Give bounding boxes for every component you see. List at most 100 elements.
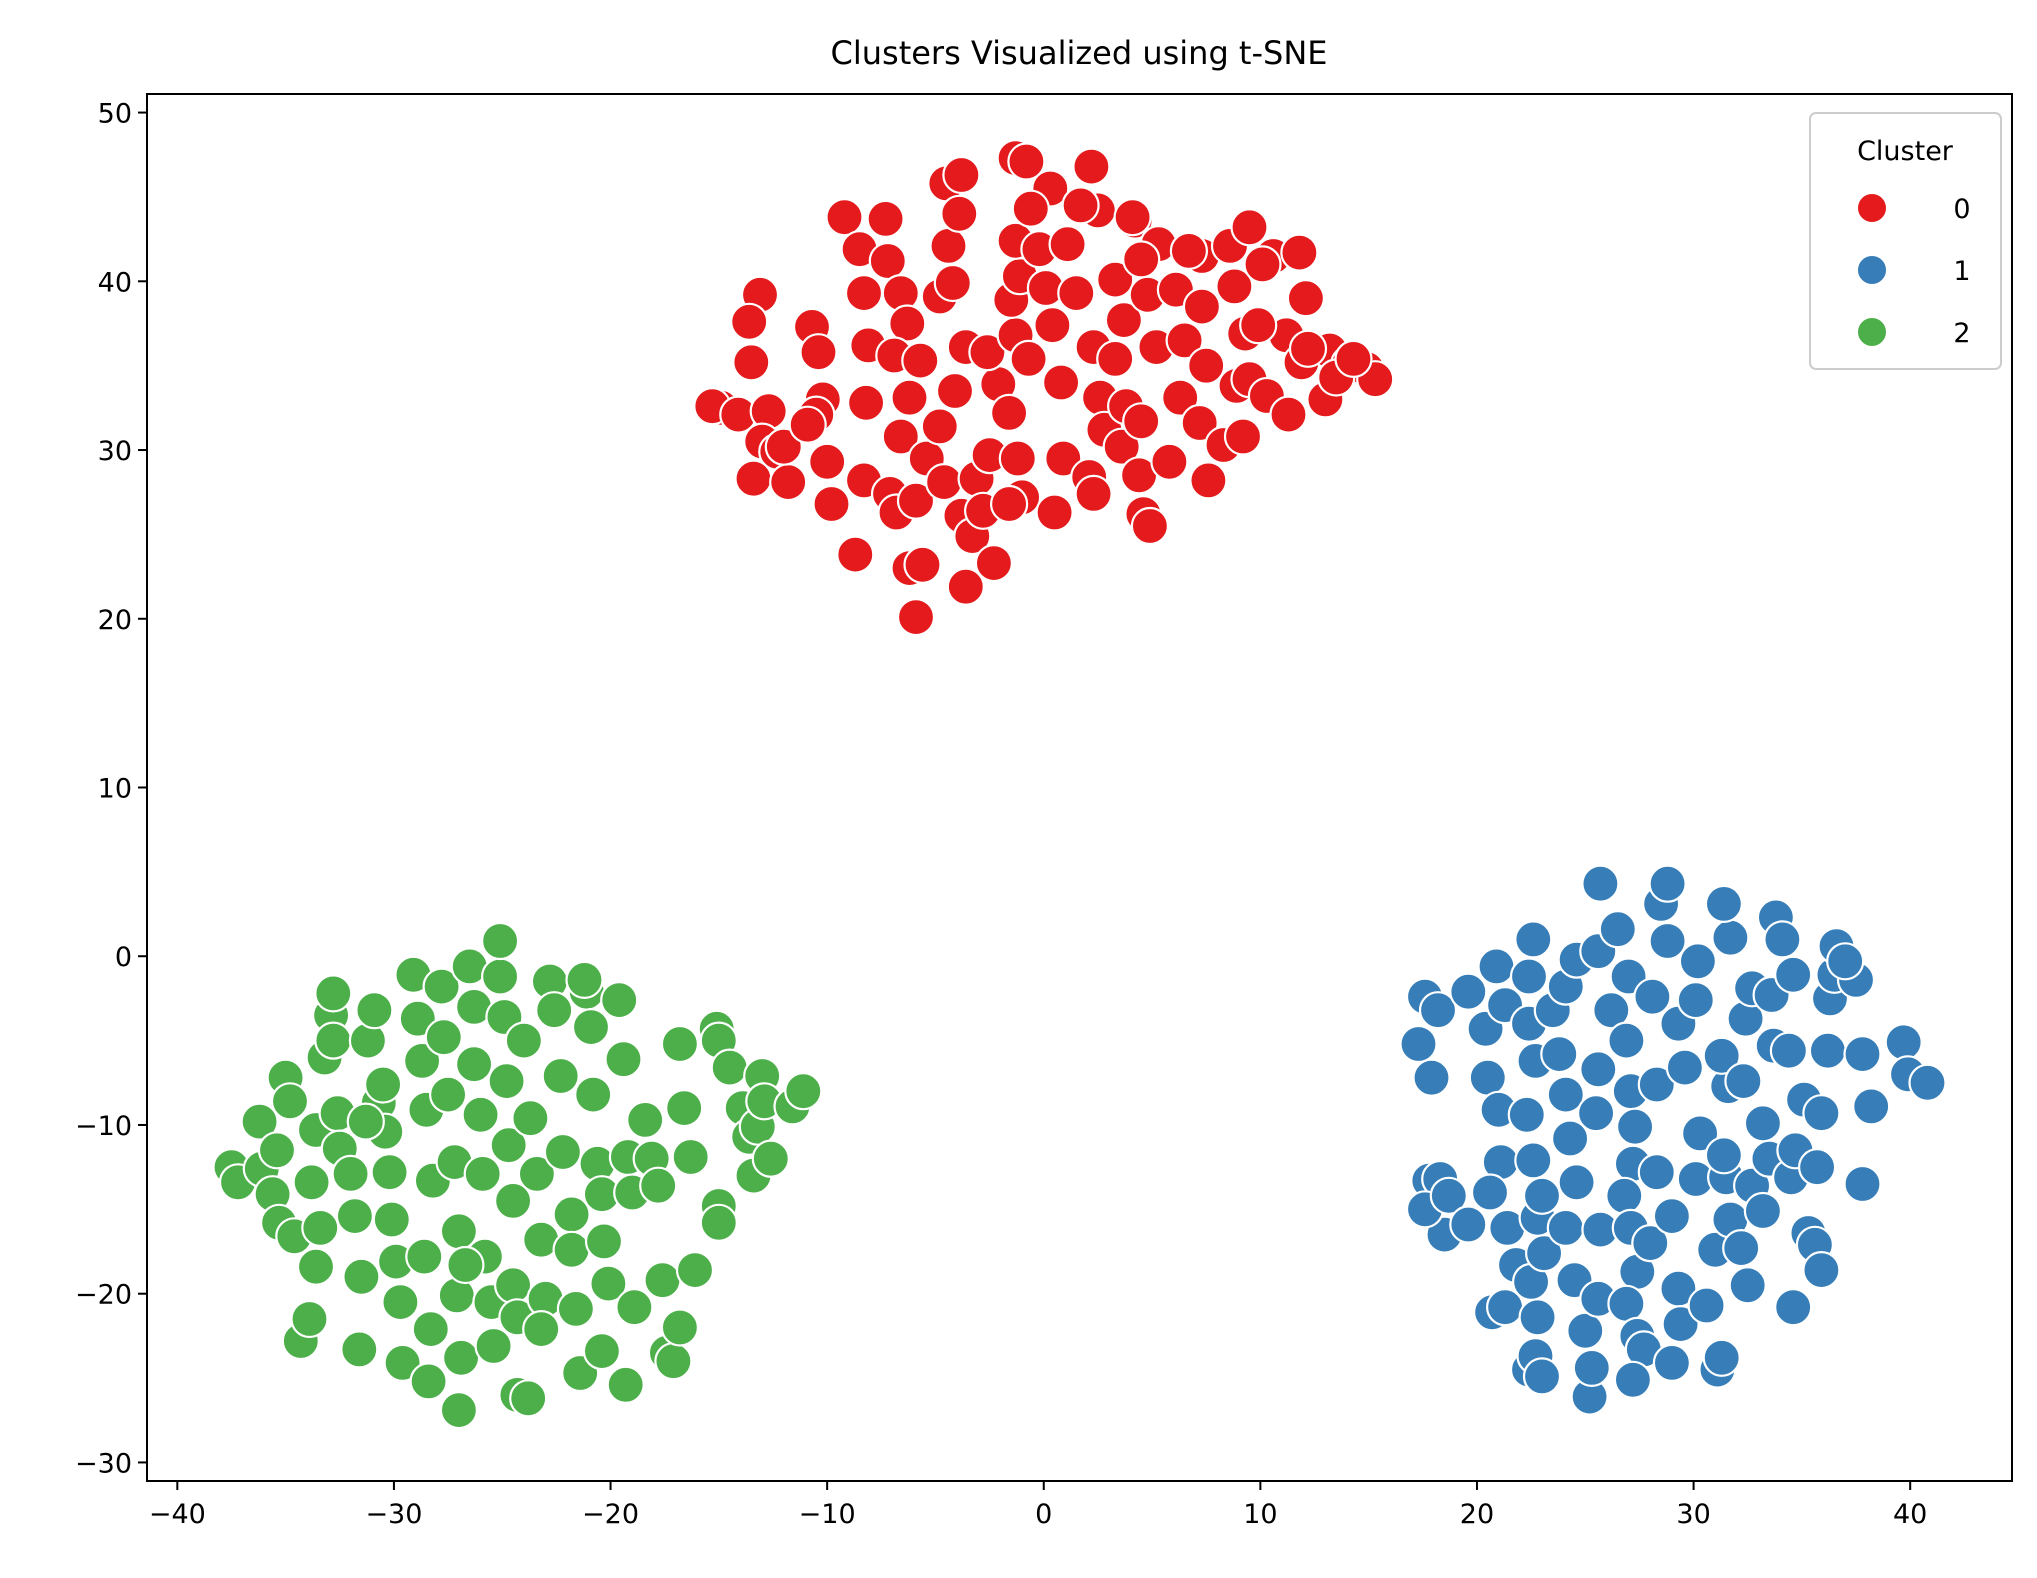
cluster-2-point (292, 1163, 331, 1202)
cluster-2-point (535, 991, 574, 1030)
cluster-0-point (1169, 231, 1209, 270)
cluster-2-point (517, 1154, 557, 1194)
cluster-0-point (825, 198, 864, 237)
cluster-0-point (1189, 461, 1228, 500)
cluster-1-point (1509, 957, 1549, 996)
cluster-1-point (1514, 1141, 1553, 1180)
cluster-1-point (1743, 1191, 1783, 1231)
cluster-1-point (1576, 1094, 1616, 1133)
cluster-1-point (1802, 1094, 1841, 1133)
cluster-1-point (1598, 910, 1637, 949)
cluster-1-point (1477, 947, 1516, 986)
cluster-1-point (1522, 1176, 1562, 1215)
cluster-0-point (881, 417, 920, 456)
cluster-2-point (671, 1137, 710, 1177)
legend-box (1809, 112, 2002, 370)
cluster-0-point (846, 383, 886, 422)
cluster-2-point (331, 1154, 370, 1194)
cluster-1-point (1412, 1058, 1451, 1097)
cluster-0-point (896, 597, 936, 637)
cluster-1-point (1704, 884, 1744, 924)
x-tick-label: 30 (1676, 1499, 1710, 1530)
points-layer (212, 139, 1947, 1430)
cluster-1-point (1540, 1034, 1579, 1074)
cluster-2-point (372, 1200, 411, 1239)
cluster-1-point (1470, 1173, 1510, 1212)
cluster-0-point (1061, 186, 1100, 225)
cluster-1-point (1613, 1360, 1653, 1399)
cluster-0-point (1280, 233, 1319, 272)
cluster-1-point (1722, 1228, 1761, 1268)
cluster-2-point (574, 1075, 613, 1114)
x-tick-label: −10 (799, 1499, 856, 1530)
cluster-2-point (487, 1061, 526, 1101)
cluster-1-point (1843, 1164, 1882, 1204)
cluster-1-point (1797, 1148, 1837, 1187)
cluster-0-point (1035, 493, 1074, 532)
cluster-0-point (1150, 442, 1189, 481)
cluster-1-point (1546, 1075, 1585, 1114)
cluster-0-point (1334, 339, 1373, 378)
cluster-0-point (933, 263, 972, 303)
cluster-2-point (364, 1065, 403, 1104)
cluster-2-point (600, 980, 639, 1020)
x-tick-label: 40 (1893, 1499, 1927, 1530)
cluster-2-point (240, 1102, 279, 1141)
cluster-0-point (788, 405, 827, 444)
cluster-0-point (1041, 363, 1081, 402)
cluster-2-point (370, 1153, 409, 1192)
cluster-1-point (1908, 1063, 1947, 1102)
cluster-2-point (699, 1203, 738, 1242)
cluster-2-point (383, 1343, 422, 1383)
cluster-0-point (836, 535, 875, 574)
y-tick-label: −20 (75, 1280, 132, 1311)
chart-title: Clusters Visualized using t-SNE (831, 34, 1328, 72)
cluster-0-point (924, 463, 964, 502)
cluster-0-point (808, 442, 847, 481)
cluster-1-point (1449, 972, 1488, 1011)
cluster-0-point (989, 393, 1029, 432)
cluster-0-point (929, 226, 968, 265)
cluster-1-point (1774, 955, 1813, 994)
cluster-0-point (769, 463, 808, 502)
cluster-2-point (509, 1379, 548, 1418)
legend-label-1: 1 (1953, 256, 1970, 287)
cluster-1-point (1566, 1311, 1605, 1350)
cluster-0-point (890, 378, 929, 417)
cluster-1-point (1724, 1061, 1763, 1101)
cluster-0-point (1230, 208, 1269, 247)
cluster-0-point (974, 543, 1014, 583)
cluster-2-point (461, 1095, 500, 1134)
cluster-1-point (1702, 1036, 1741, 1075)
cluster-2-point (493, 1266, 533, 1305)
cluster-1-point (1743, 1104, 1783, 1143)
cluster-2-point (552, 1195, 591, 1234)
x-tick-label: 10 (1243, 1499, 1277, 1530)
cluster-2-point (270, 1082, 310, 1121)
cluster-0-point (1288, 329, 1328, 368)
cluster-2-point (710, 1048, 749, 1087)
cluster-2-point (584, 1222, 624, 1261)
cluster-0-point (942, 155, 981, 195)
cluster-1-point (1826, 942, 1865, 981)
y-tick-label: 10 (98, 774, 132, 805)
cluster-0-point (866, 199, 905, 238)
cluster-2-point (314, 974, 353, 1013)
cluster-2-point (543, 1132, 583, 1172)
cluster-1-point (1615, 1107, 1655, 1146)
cluster-2-point (571, 1007, 611, 1047)
cluster-1-point (1648, 921, 1687, 961)
cluster-2-point (346, 1102, 385, 1141)
cluster-0-point (1161, 378, 1200, 417)
cluster-2-point (751, 1139, 790, 1178)
cluster-1-point (1507, 1095, 1546, 1134)
cluster-0-point (812, 484, 851, 524)
cluster-1-point (1728, 1266, 1767, 1305)
cluster-1-point (1704, 1136, 1744, 1175)
y-tick-label: 20 (98, 605, 132, 636)
cluster-2-point (424, 1018, 463, 1057)
cluster-1-point (1648, 864, 1687, 903)
cluster-1-point (1774, 1288, 1813, 1327)
cluster-2-point (411, 1309, 450, 1349)
